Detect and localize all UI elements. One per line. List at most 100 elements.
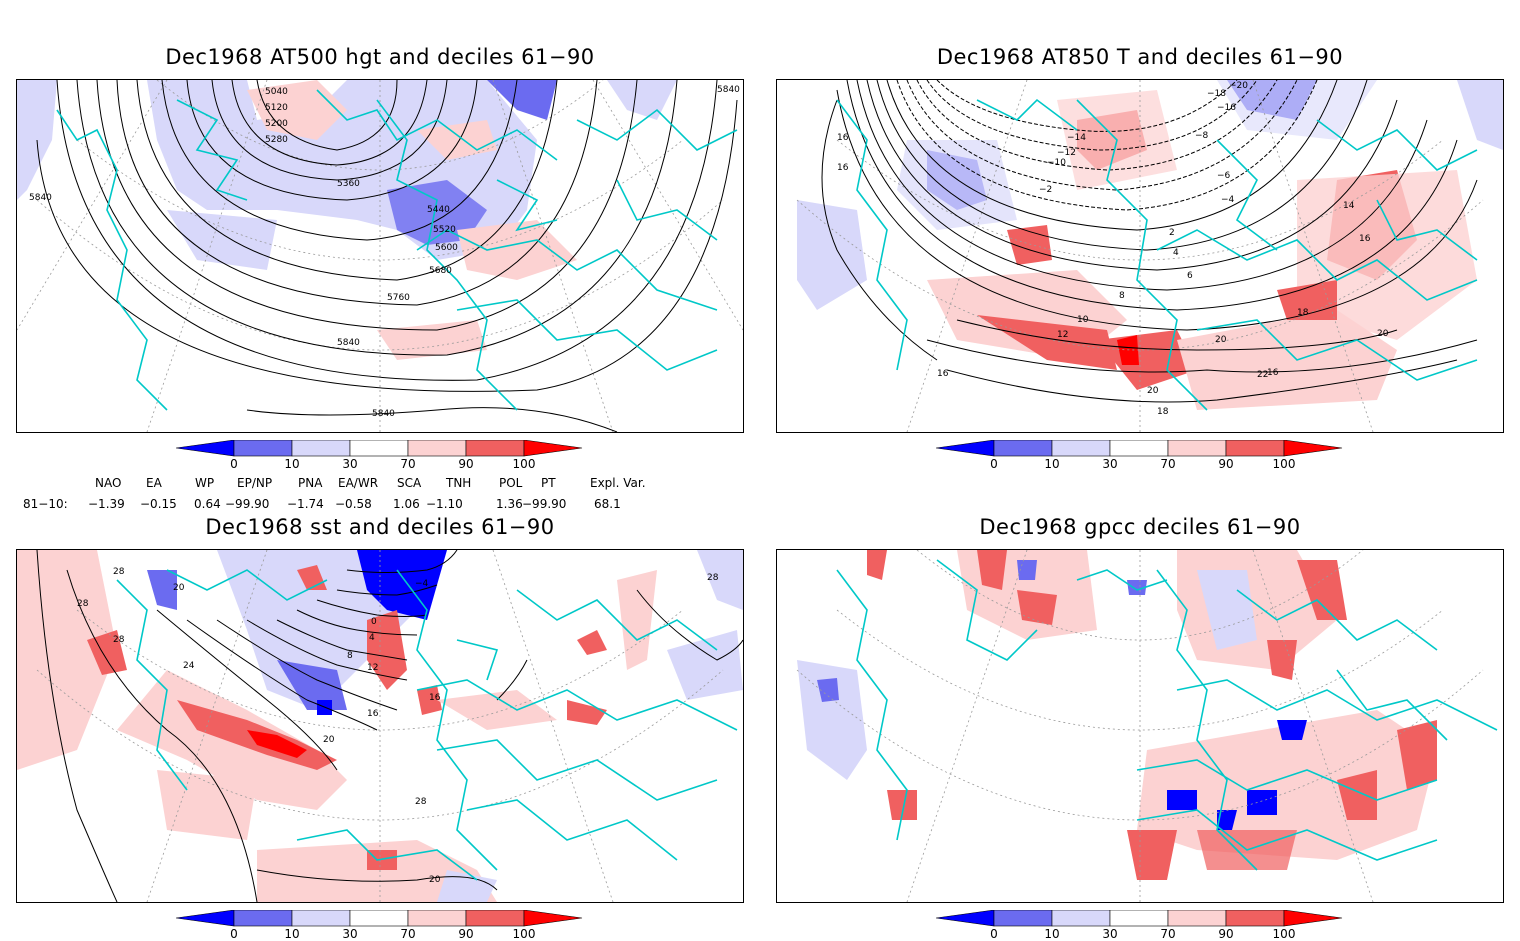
contour-label: 5040 bbox=[265, 87, 288, 97]
contour-label: 5600 bbox=[435, 243, 458, 253]
colorbar-tick: 0 bbox=[230, 927, 238, 941]
contour-label: −10 bbox=[1047, 158, 1066, 168]
contour-label: 5440 bbox=[427, 205, 450, 215]
contour-label: 20 bbox=[1215, 335, 1227, 345]
colorbar-tick: 100 bbox=[512, 927, 536, 941]
contour-label: 20 bbox=[173, 583, 185, 593]
index-value-pt: −99.90 bbox=[522, 497, 567, 511]
index-value-ea: −0.15 bbox=[140, 497, 177, 511]
colorbar-tick: 10 bbox=[1044, 457, 1060, 471]
contour-label: −2 bbox=[1039, 185, 1052, 195]
index-value-pol: 1.36 bbox=[496, 497, 523, 511]
index-name-ea: EA bbox=[146, 476, 162, 490]
contour-label: 5520 bbox=[433, 225, 456, 235]
panel-title-t850: Dec1968 AT850 T and deciles 61−90 bbox=[936, 45, 1344, 69]
contour-label: −20 bbox=[1229, 81, 1248, 91]
contour-label: 18 bbox=[1157, 407, 1169, 417]
map-gpcc bbox=[776, 549, 1504, 903]
colorbar-t850: 0 10 30 70 90 100 bbox=[935, 439, 1356, 471]
contour-label: 20 bbox=[1147, 386, 1159, 396]
colorbar-tick: 30 bbox=[1102, 457, 1118, 471]
colorbar-tick: 10 bbox=[284, 927, 300, 941]
colorbar-tick: 90 bbox=[458, 457, 474, 471]
index-value-nao: −1.39 bbox=[88, 497, 125, 511]
contour-label: 28 bbox=[415, 797, 427, 807]
contour-label: 5280 bbox=[265, 135, 288, 145]
contour-label: 5840 bbox=[372, 409, 395, 419]
contour-label: 10 bbox=[1077, 315, 1089, 325]
contour-label: 0 bbox=[371, 617, 377, 627]
index-value-pna: −1.74 bbox=[287, 497, 324, 511]
contour-label: 5840 bbox=[717, 85, 740, 95]
contour-label: 14 bbox=[1343, 201, 1355, 211]
contour-label: −16 bbox=[1217, 103, 1236, 113]
colorbar-tick: 30 bbox=[342, 927, 358, 941]
colorbar-graphic bbox=[935, 909, 1343, 927]
colorbar-tick: 0 bbox=[990, 457, 998, 471]
colorbar-tick: 100 bbox=[1272, 457, 1296, 471]
colorbar-tick: 70 bbox=[400, 457, 416, 471]
colorbar-tick: 70 bbox=[1160, 927, 1176, 941]
contour-label: −8 bbox=[1195, 131, 1209, 141]
contour-label: −14 bbox=[1067, 133, 1086, 143]
map-canvas-hgt500: 5040 5120 5200 5280 5360 5440 5520 5600 5680 5760… bbox=[17, 80, 743, 432]
index-name-nao: NAO bbox=[95, 476, 122, 490]
contour-label: 16 bbox=[429, 693, 441, 703]
colorbar-tick: 70 bbox=[400, 927, 416, 941]
colorbar-graphic bbox=[175, 439, 583, 457]
contour-label: −4 bbox=[1221, 195, 1235, 205]
contour-label: 12 bbox=[1057, 330, 1068, 340]
contour-label: −6 bbox=[1217, 171, 1231, 181]
contour-label: 12 bbox=[367, 663, 378, 673]
colorbar-sst: 0 10 30 70 90 100 bbox=[175, 909, 596, 941]
index-name-pt: PT bbox=[541, 476, 556, 490]
contour-label: 16 bbox=[837, 163, 849, 173]
contour-label: 16 bbox=[1267, 368, 1279, 378]
colorbar-tick: 30 bbox=[1102, 927, 1118, 941]
panel-title-hgt500: Dec1968 AT500 hgt and deciles 61−90 bbox=[165, 45, 595, 69]
contour-label: 8 bbox=[347, 651, 353, 661]
panel-title-sst: Dec1968 sst and deciles 61−90 bbox=[205, 515, 555, 539]
contour-label: 2 bbox=[1169, 228, 1175, 238]
contour-label: −4 bbox=[415, 579, 429, 589]
contour-label: 16 bbox=[837, 133, 849, 143]
contour-label: 8 bbox=[1119, 291, 1125, 301]
index-name-sca: SCA bbox=[397, 476, 422, 490]
contour-label: 5840 bbox=[337, 338, 360, 348]
colorbar-graphic bbox=[175, 909, 583, 927]
map-t850: −20 −18 −16 −14 −12 −10 −8 −6 −4 −2 2 4 6 8 10 12 14 16 18… bbox=[776, 79, 1504, 433]
contour-label: 28 bbox=[77, 599, 89, 609]
contour-label: 5200 bbox=[265, 119, 288, 129]
index-name-eawr: EA/WR bbox=[338, 476, 379, 490]
colorbar-hgt500: 0 10 30 70 90 100 bbox=[175, 439, 596, 471]
map-hgt500: 5040 5120 5200 5280 5360 5440 5520 5600 5680 5760… bbox=[16, 79, 744, 433]
contour-label: 20 bbox=[323, 735, 335, 745]
colorbar-tick: 100 bbox=[512, 457, 536, 471]
contour-label: 4 bbox=[1173, 248, 1179, 258]
contour-label: −18 bbox=[1207, 89, 1226, 99]
colorbar-tick: 0 bbox=[230, 457, 238, 471]
map-sst: 28 28 28 24 20 20 16 16 12 8 4 0 −4 28 28 20 bbox=[16, 549, 744, 903]
contour-label: 6 bbox=[1187, 271, 1193, 281]
colorbar-tick: 30 bbox=[342, 457, 358, 471]
colorbar-tick: 0 bbox=[990, 927, 998, 941]
index-value-wp: 0.64 bbox=[194, 497, 221, 511]
colorbar-gpcc: 0 10 30 70 90 100 bbox=[935, 909, 1356, 941]
index-name-wp: WP bbox=[195, 476, 215, 490]
contour-label: −12 bbox=[1057, 148, 1076, 158]
contour-label: 16 bbox=[367, 709, 379, 719]
contour-label: 5120 bbox=[265, 103, 288, 113]
contour-label: 28 bbox=[707, 573, 719, 583]
index-value-explvar: 68.1 bbox=[594, 497, 621, 511]
contour-label: 28 bbox=[113, 567, 125, 577]
colorbar-tick: 90 bbox=[1218, 927, 1234, 941]
contour-label: 24 bbox=[183, 661, 195, 671]
contour-label: 5840 bbox=[29, 193, 52, 203]
index-name-epnp: EP/NP bbox=[237, 476, 273, 490]
colorbar-tick: 70 bbox=[1160, 457, 1176, 471]
map-canvas-t850: −20−18 −16 −14 −12−10 −8 −6 −4 −2 2 4 6 8 10 12 14 16 18… bbox=[796, 80, 1503, 432]
contour-label: 5680 bbox=[429, 266, 452, 276]
colorbar-tick: 100 bbox=[1272, 927, 1296, 941]
contour-label: 20 bbox=[429, 875, 441, 885]
index-value-sca: 1.06 bbox=[393, 497, 420, 511]
